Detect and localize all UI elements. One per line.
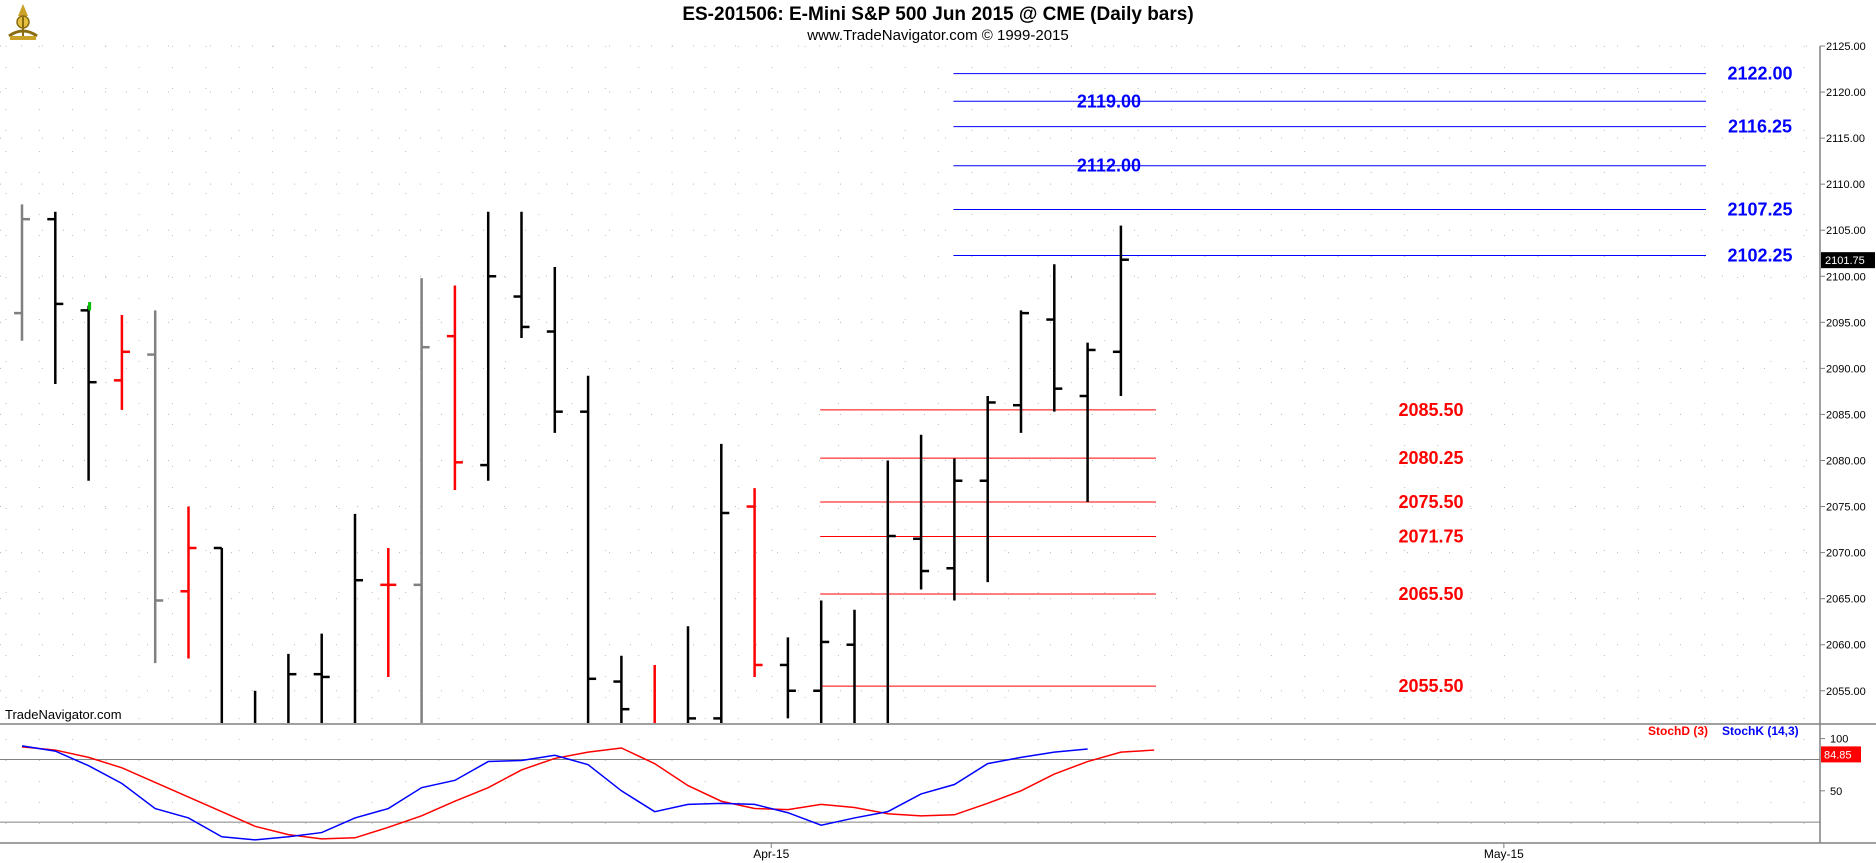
price-bars [14, 204, 1129, 723]
stoch-y-tick-label: 100 [1830, 734, 1848, 746]
watermark: TradeNavigator.com [5, 707, 122, 722]
support-label: 2080.25 [1398, 448, 1463, 468]
legend-stoch-k: StochK (14,3) [1722, 724, 1799, 738]
price-y-tick-label: 2075.00 [1826, 502, 1866, 514]
current-stoch-box [1821, 746, 1861, 763]
price-y-tick-label: 2065.00 [1826, 594, 1866, 606]
price-y-tick-label: 2080.00 [1826, 455, 1866, 467]
support-label: 2071.75 [1398, 526, 1463, 546]
axes: 2055.00 2060.00 2065.00 2070.00 2075.00 2080.… [753, 41, 1875, 861]
price-y-tick-label: 2100.00 [1826, 271, 1866, 283]
stoch-pane-bg [0, 725, 1820, 843]
stoch-k-line [21, 745, 1088, 841]
current-price-label: 2101.75 [1825, 255, 1865, 267]
current-price-box [1821, 252, 1875, 269]
support-label: 2085.50 [1398, 400, 1463, 420]
resistance-label: 2116.25 [1728, 117, 1792, 137]
support-label: 2055.50 [1398, 676, 1463, 696]
y-axis-bg [1820, 46, 1876, 843]
support-label: 2075.50 [1398, 492, 1463, 512]
tradenavigator-logo-icon [8, 4, 38, 40]
resistance-label: 2119.00 [1077, 91, 1141, 111]
stochastic-pane: StochD (3) StochK (14,3) [0, 724, 1820, 841]
price-y-tick-label: 2085.00 [1826, 409, 1866, 421]
chart-header: ES-201506: E-Mini S&P 500 Jun 2015 @ CME… [0, 0, 1876, 46]
price-y-tick-label: 2095.00 [1826, 317, 1866, 329]
x-tick-label: May-15 [1484, 847, 1524, 861]
resistance-label: 2122.00 [1727, 64, 1792, 84]
current-stoch-label: 84.85 [1824, 749, 1852, 761]
price-y-tick-label: 2115.00 [1826, 133, 1865, 145]
stoch-y-tick-label: 50 [1830, 786, 1842, 798]
price-y-tick-label: 2090.00 [1826, 363, 1866, 375]
stoch-d-line [21, 746, 1155, 840]
support-label: 2065.50 [1398, 584, 1463, 604]
resistance-label: 2112.00 [1077, 156, 1141, 176]
price-y-tick-label: 2105.00 [1826, 225, 1866, 237]
price-y-tick-label: 2070.00 [1826, 548, 1866, 560]
price-y-tick-label: 2055.00 [1826, 686, 1866, 698]
price-pane-bg [0, 46, 1820, 723]
resistance-label: 2107.25 [1727, 199, 1792, 219]
price-y-tick-label: 2110.00 [1826, 179, 1865, 191]
x-tick-label: Apr-15 [753, 847, 789, 861]
price-y-tick-label: 2120.00 [1826, 87, 1866, 99]
legend-stoch-d: StochD (3) [1648, 724, 1708, 738]
chart-subtitle: www.TradeNavigator.com © 1999-2015 [807, 27, 1069, 44]
price-y-tick-label: 2060.00 [1826, 640, 1866, 652]
price-y-tick-label: 2125.00 [1826, 41, 1866, 53]
resistance-label: 2102.25 [1727, 246, 1792, 266]
chart-title: ES-201506: E-Mini S&P 500 Jun 2015 @ CME… [682, 4, 1194, 25]
